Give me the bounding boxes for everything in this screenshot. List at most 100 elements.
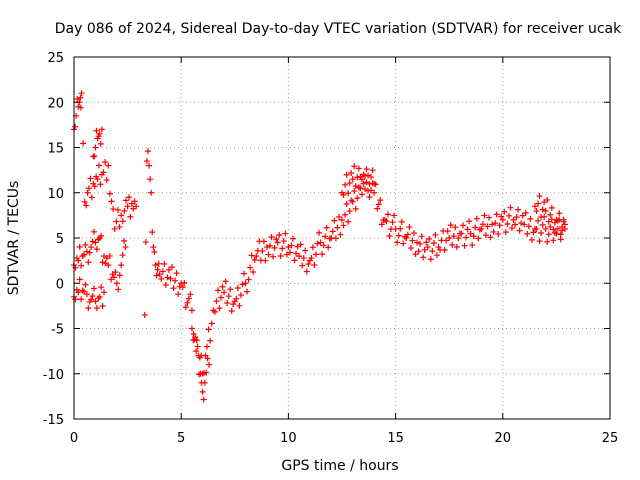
data-point: [398, 218, 405, 225]
data-point: [289, 235, 296, 242]
data-point: [446, 235, 453, 241]
x-tick-label: 10: [280, 431, 297, 446]
data-point: [98, 126, 105, 133]
data-point: [493, 211, 500, 218]
data-point: [516, 227, 523, 234]
data-point: [424, 244, 431, 251]
data-point: [187, 291, 194, 298]
data-point: [478, 225, 485, 232]
data-point: [521, 221, 528, 228]
data-point: [487, 234, 494, 241]
data-point: [108, 198, 115, 205]
data-point: [513, 214, 520, 221]
data-point: [325, 244, 332, 251]
data-point: [407, 245, 414, 252]
data-point: [77, 104, 84, 111]
data-point: [525, 223, 532, 230]
data-point: [277, 253, 284, 260]
data-point: [329, 228, 336, 235]
data-point: [348, 169, 355, 176]
data-point: [270, 253, 277, 260]
data-point: [432, 231, 439, 238]
data-point: [510, 216, 517, 223]
data-point: [455, 235, 462, 242]
data-point: [305, 261, 312, 268]
data-point: [342, 211, 349, 218]
data-point: [473, 215, 480, 222]
data-point: [203, 343, 210, 350]
data-point: [502, 229, 509, 236]
data-point: [412, 251, 419, 258]
data-point: [97, 140, 104, 147]
data-point: [224, 300, 231, 307]
data-point: [421, 246, 428, 253]
data-point: [322, 233, 329, 240]
data-point: [188, 325, 195, 332]
data-point: [550, 237, 557, 244]
data-point: [190, 330, 197, 337]
data-point: [363, 179, 370, 186]
data-point: [80, 140, 87, 147]
data-point: [395, 232, 402, 239]
data-point: [131, 198, 138, 205]
data-point: [453, 243, 460, 250]
data-point: [227, 286, 234, 293]
data-point: [83, 291, 90, 298]
data-point: [371, 189, 378, 196]
data-point: [91, 153, 98, 160]
data-point: [233, 295, 240, 302]
data-point: [519, 212, 526, 219]
data-point: [185, 295, 192, 302]
data-point: [397, 225, 404, 232]
data-point: [535, 200, 542, 207]
data-point: [355, 165, 362, 172]
data-point: [441, 247, 448, 254]
y-tick-label: 20: [47, 96, 64, 111]
data-point: [253, 253, 260, 260]
data-point: [244, 288, 251, 295]
data-point: [426, 235, 433, 242]
data-point: [175, 291, 182, 298]
data-point: [98, 284, 105, 291]
data-point: [346, 208, 353, 215]
data-point: [542, 225, 549, 232]
data-point: [144, 148, 151, 155]
data-point: [349, 198, 356, 205]
data-point: [505, 212, 512, 219]
data-point: [193, 348, 200, 355]
data-point: [113, 218, 120, 225]
data-point: [433, 252, 440, 259]
data-point: [545, 231, 552, 238]
data-point: [463, 234, 470, 241]
data-point: [245, 276, 252, 283]
data-point: [151, 249, 158, 256]
data-point: [197, 370, 204, 377]
data-point: [352, 205, 359, 212]
data-point: [403, 235, 410, 241]
data-point: [547, 211, 554, 218]
data-point: [113, 280, 120, 287]
data-point: [317, 239, 324, 246]
data-point: [314, 240, 321, 247]
data-point: [242, 280, 249, 287]
data-point: [87, 175, 94, 182]
data-point: [82, 281, 89, 288]
data-point: [96, 130, 103, 137]
data-point: [286, 249, 293, 256]
data-point: [340, 222, 347, 229]
data-point: [450, 233, 457, 240]
data-point: [204, 355, 211, 362]
data-point: [464, 226, 471, 233]
data-point: [214, 287, 221, 294]
data-point: [427, 256, 434, 263]
data-point: [498, 213, 505, 220]
data-point: [459, 222, 466, 229]
data-point: [85, 305, 92, 312]
data-point: [106, 252, 113, 259]
data-point: [542, 207, 549, 214]
data-point: [263, 244, 270, 251]
data-point: [420, 254, 427, 261]
data-point: [199, 388, 206, 395]
data-point: [409, 237, 416, 244]
